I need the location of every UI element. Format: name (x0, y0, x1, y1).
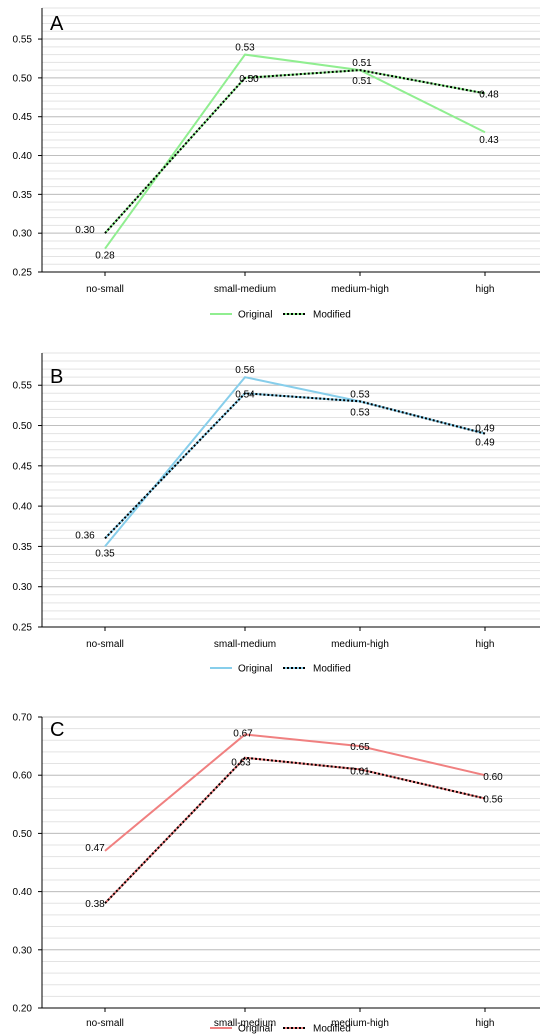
series-line-modified (104, 69, 486, 234)
y-tick-label: 0.20 (13, 1004, 33, 1015)
data-label: 0.38 (85, 899, 105, 910)
x-tick-label: high (476, 284, 495, 295)
data-label: 0.51 (352, 76, 372, 87)
y-tick-label: 0.30 (13, 582, 33, 593)
series-line-original (104, 376, 486, 548)
y-tick-label: 0.25 (13, 623, 33, 634)
series-line-original (104, 53, 486, 250)
x-tick-label: no-small (86, 284, 124, 295)
data-label: 0.60 (483, 772, 503, 783)
data-label: 0.61 (350, 766, 370, 777)
chart-svg-a: 0.25 0.30 0.35 0.40 0.45 0.50 0.55 no-small smal… (13, 7, 540, 321)
y-tick-label: 0.45 (13, 112, 33, 123)
y-tick-label: 0.40 (13, 502, 33, 513)
y-tick-label: 0.30 (13, 229, 33, 240)
data-label: 0.49 (475, 424, 495, 435)
series-line-modified (104, 392, 486, 540)
x-tick-label: no-small (86, 1018, 124, 1029)
data-label: 0.54 (235, 389, 255, 400)
data-label: 0.43 (479, 135, 499, 146)
y-tick-label: 0.55 (13, 35, 33, 46)
data-label: 0.35 (95, 548, 115, 559)
legend-label-modified: Modified (313, 664, 351, 675)
data-label: 0.50 (239, 74, 259, 85)
y-tick-label: 0.50 (13, 829, 33, 840)
panel-letter: C (50, 719, 64, 741)
legend-label-original: Original (238, 310, 272, 321)
y-tick-label: 0.70 (13, 713, 33, 724)
data-label: 0.28 (95, 251, 115, 262)
y-tick-label: 0.35 (13, 542, 33, 553)
x-tick-label: medium-high (331, 639, 389, 650)
series-line-underlay (104, 756, 486, 904)
panel-letter: A (50, 13, 64, 35)
data-label: 0.56 (235, 365, 255, 376)
y-tick-label: 0.35 (13, 190, 33, 201)
x-tick-label: no-small (86, 639, 124, 650)
legend-label-modified: Modified (313, 310, 351, 321)
panel-letter: B (50, 366, 63, 388)
x-tick-label: high (476, 639, 495, 650)
data-label: 0.49 (475, 438, 495, 449)
chart-svg-c: 0.20 0.30 0.40 0.50 0.60 0.70 no-small small-me… (13, 713, 540, 1034)
y-tick-label: 0.50 (13, 73, 33, 84)
data-label: 0.56 (483, 794, 503, 805)
data-label: 0.65 (350, 742, 370, 753)
series-line-modified (104, 756, 486, 904)
data-label: 0.53 (350, 407, 370, 418)
chart-panel-a: 0.25 0.30 0.35 0.40 0.45 0.50 0.55 no-small smal… (0, 0, 550, 340)
y-tick-label: 0.40 (13, 151, 33, 162)
x-tick-label: small-medium (214, 639, 276, 650)
legend-label-modified: Modified (313, 1024, 351, 1034)
data-label: 0.67 (233, 728, 253, 739)
x-tick-label: medium-high (331, 1018, 389, 1029)
legend-label-original: Original (238, 664, 272, 675)
data-label: 0.30 (75, 225, 95, 236)
y-tick-label: 0.30 (13, 945, 33, 956)
x-tick-label: high (476, 1018, 495, 1029)
x-tick-label: small-medium (214, 284, 276, 295)
data-label: 0.63 (231, 758, 251, 769)
data-label: 0.47 (85, 843, 105, 854)
data-label: 0.51 (352, 58, 372, 69)
y-tick-label: 0.45 (13, 461, 33, 472)
series-line-original (104, 733, 486, 852)
y-tick-label: 0.60 (13, 771, 33, 782)
series-line-underlay (104, 69, 486, 234)
x-tick-label: small-medium (214, 1018, 276, 1029)
y-tick-label: 0.40 (13, 887, 33, 898)
y-tick-label: 0.25 (13, 268, 33, 279)
legend-label-original: Original (238, 1024, 272, 1034)
chart-panel-c: 0.20 0.30 0.40 0.50 0.60 0.70 no-small small-me… (0, 690, 550, 1034)
x-tick-label: medium-high (331, 284, 389, 295)
data-label: 0.53 (350, 389, 370, 400)
data-label: 0.48 (479, 89, 499, 100)
data-label: 0.53 (235, 43, 255, 54)
y-tick-label: 0.55 (13, 381, 33, 392)
chart-panel-b: 0.25 0.30 0.35 0.40 0.45 0.50 0.55 no-small smal… (0, 345, 550, 685)
data-label: 0.36 (75, 530, 95, 541)
chart-svg-b: 0.25 0.30 0.35 0.40 0.45 0.50 0.55 no-small smal… (13, 352, 540, 675)
y-tick-label: 0.50 (13, 421, 33, 432)
